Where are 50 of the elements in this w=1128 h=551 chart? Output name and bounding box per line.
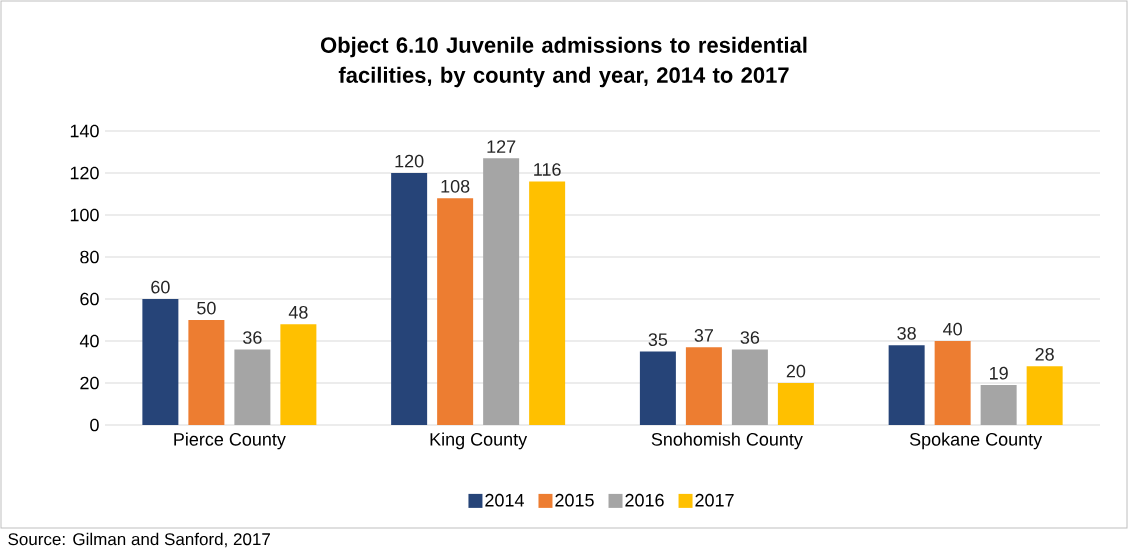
bar (731, 349, 768, 426)
data-label: 120 (395, 154, 424, 168)
x-tick-label: Pierce County (174, 432, 286, 450)
data-label: 36 (740, 331, 760, 345)
x-tick-label: Snohomish County (651, 432, 803, 450)
y-tick-label: 140 (70, 124, 99, 138)
data-label: 36 (243, 331, 262, 345)
data-label: 40 (943, 322, 962, 336)
bar (888, 345, 925, 426)
bar (188, 320, 225, 426)
y-tick-label: 80 (80, 250, 99, 264)
bar (1026, 366, 1063, 426)
bar (777, 383, 814, 426)
legend-label: 2016 (625, 494, 664, 507)
bar (142, 299, 179, 426)
data-label: 108 (441, 180, 470, 193)
legend-label: 2015 (555, 494, 594, 507)
data-label: 127 (487, 140, 516, 153)
y-tick-label: 0 (90, 418, 99, 432)
y-tick-label: 120 (70, 166, 99, 180)
bar (639, 351, 676, 426)
legend-label: 2014 (485, 494, 524, 507)
x-tick-label: King County (430, 432, 528, 450)
bar (280, 324, 317, 426)
data-label: 28 (1035, 348, 1054, 361)
bar (980, 385, 1017, 426)
y-tick-label: 40 (79, 334, 99, 348)
bar (391, 173, 428, 426)
data-label: 48 (288, 306, 308, 319)
data-label: 20 (786, 364, 806, 378)
data-label: 19 (990, 367, 1008, 380)
chart-title: Object 6.10 Juvenile admissions to residential facilities, by county and year, 2014 to 2017 (320, 36, 807, 88)
legend-label: 2017 (695, 494, 734, 507)
y-tick-label: 60 (80, 292, 99, 306)
bar (234, 349, 271, 426)
bar (934, 341, 971, 426)
data-label: 60 (151, 280, 170, 294)
bar (483, 158, 520, 426)
data-label: 38 (897, 327, 916, 340)
source-note: Source: Gilman and Sanford, 2017 (8, 532, 270, 548)
bar (529, 181, 566, 426)
bar (685, 347, 722, 426)
data-label: 50 (197, 301, 216, 315)
x-tick-label: Spokane County (909, 432, 1043, 450)
y-tick-label: 100 (70, 208, 99, 222)
data-label: 35 (648, 333, 668, 347)
data-label: 116 (534, 163, 561, 177)
bar (437, 198, 474, 426)
data-label: 37 (694, 329, 713, 342)
y-tick-label: 20 (80, 376, 99, 390)
